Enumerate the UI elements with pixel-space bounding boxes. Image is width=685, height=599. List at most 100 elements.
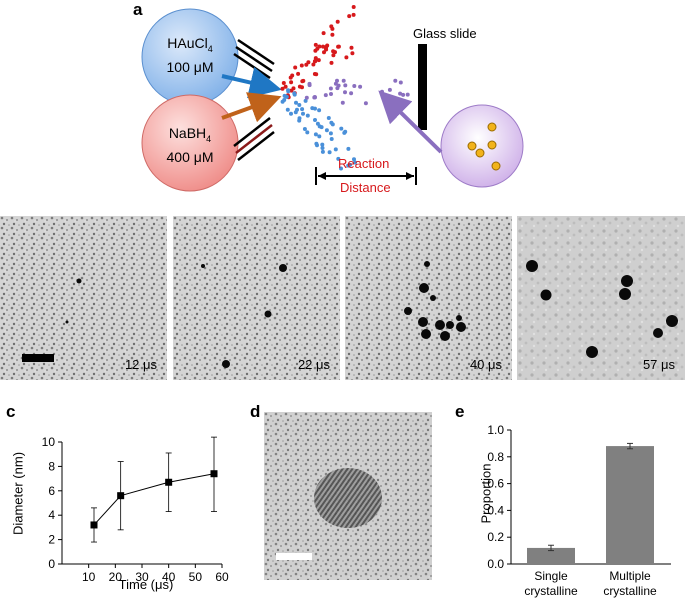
data-point	[210, 470, 218, 478]
blue-dot	[302, 127, 307, 131]
particle	[526, 260, 538, 272]
purple-dot	[401, 92, 406, 97]
chart-c-xlabel: Time (μs)	[118, 577, 174, 592]
y-tick-label: 10	[42, 435, 56, 449]
chart-c-ylabel: Diameter (nm)	[10, 451, 26, 536]
red-dot	[289, 88, 294, 93]
blue-dot	[339, 126, 344, 131]
red-dot	[335, 19, 340, 24]
spray-dots	[280, 5, 410, 171]
red-dot	[300, 79, 305, 84]
crystallinity-proportion-chart: 0.00.20.40.60.81.0SinglecrystallineMulti…	[487, 423, 671, 598]
blue-dot	[352, 157, 356, 162]
gold-nanoparticles	[467, 122, 501, 171]
purple-dot	[352, 84, 357, 88]
red-dot	[336, 44, 341, 49]
y-tick-label: 0.2	[487, 530, 504, 544]
top-nozzle	[233, 38, 275, 80]
red-dot	[322, 50, 326, 55]
particle	[222, 360, 230, 368]
blue-dot	[297, 116, 302, 121]
bar	[527, 547, 575, 564]
blue-dot	[282, 93, 287, 98]
blue-arrow	[221, 67, 282, 99]
blue-dot	[313, 106, 317, 111]
data-point	[165, 478, 173, 486]
red-dot	[313, 42, 318, 47]
data-point	[117, 492, 125, 500]
red-dot	[321, 44, 325, 49]
purple-dot	[393, 78, 398, 83]
blue-dot	[320, 142, 325, 147]
hrtem-image	[264, 412, 432, 580]
red-dot	[296, 71, 301, 76]
category-label: crystalline	[603, 584, 657, 598]
purple-dot	[380, 89, 384, 94]
schematic-diagram	[141, 5, 524, 192]
particle	[419, 283, 429, 293]
blue-dot	[320, 149, 325, 154]
blue-dot	[317, 124, 322, 129]
blue-dot	[315, 143, 319, 148]
nanoparticle-circle	[440, 104, 524, 188]
purple-dot	[323, 93, 328, 98]
red-dot	[314, 72, 319, 77]
blue-dot	[336, 156, 341, 161]
blue-dot	[327, 150, 332, 155]
particle	[653, 328, 663, 338]
blue-dot	[300, 107, 305, 112]
blue-dot	[293, 110, 298, 115]
blue-dot	[328, 131, 333, 136]
bottom-nozzle	[233, 117, 275, 161]
red-dot	[311, 62, 316, 67]
blue-dot	[324, 128, 329, 133]
red-dot	[289, 80, 294, 85]
blue-dot	[282, 98, 287, 102]
time-stamp: 22 μs	[297, 357, 330, 372]
particle	[440, 331, 450, 341]
y-tick-label: 6	[48, 484, 55, 498]
red-dot	[330, 32, 335, 37]
purple-dot	[328, 86, 333, 91]
y-tick-label: 4	[48, 508, 55, 522]
particle	[435, 320, 445, 330]
blue-dot	[330, 122, 335, 127]
scale-bar	[276, 553, 312, 560]
particle	[264, 310, 272, 318]
purple-dot	[363, 101, 368, 106]
blue-dot	[313, 132, 318, 137]
blue-dot	[292, 91, 297, 96]
scale-bar	[22, 354, 54, 362]
y-tick-label: 1.0	[487, 423, 504, 437]
blue-dot	[320, 146, 325, 150]
blue-dot	[346, 163, 351, 168]
purple-dot	[398, 80, 403, 85]
y-tick-label: 8	[48, 459, 55, 473]
blue-dot	[305, 130, 310, 135]
tem-frame-2: 22 μs	[173, 216, 340, 380]
red-dot	[316, 58, 321, 63]
time-stamp: 40 μs	[469, 357, 502, 372]
category-label: crystalline	[524, 584, 578, 598]
particle	[65, 320, 69, 324]
blue-dot	[339, 166, 343, 171]
red-dot	[351, 5, 356, 9]
red-dot	[344, 55, 349, 60]
red-dot	[299, 63, 304, 68]
particle	[404, 307, 412, 315]
x-tick-label: 50	[189, 570, 203, 584]
x-tick-label: 30	[135, 570, 149, 584]
category-label: Multiple	[609, 569, 651, 583]
red-dot	[313, 56, 318, 61]
purple-dot	[335, 78, 339, 83]
particle	[456, 322, 466, 332]
particle	[619, 288, 631, 300]
purple-dot	[340, 100, 345, 105]
blue-dot	[317, 108, 322, 113]
y-tick-label: 0.8	[487, 450, 504, 464]
particle	[666, 315, 678, 327]
y-tick-label: 0.0	[487, 557, 504, 571]
diameter-vs-time-chart: 0 2 4 6 8 10 10 20 30 40 50 60	[42, 435, 229, 584]
red-dot	[280, 86, 285, 91]
red-dot	[324, 47, 329, 52]
